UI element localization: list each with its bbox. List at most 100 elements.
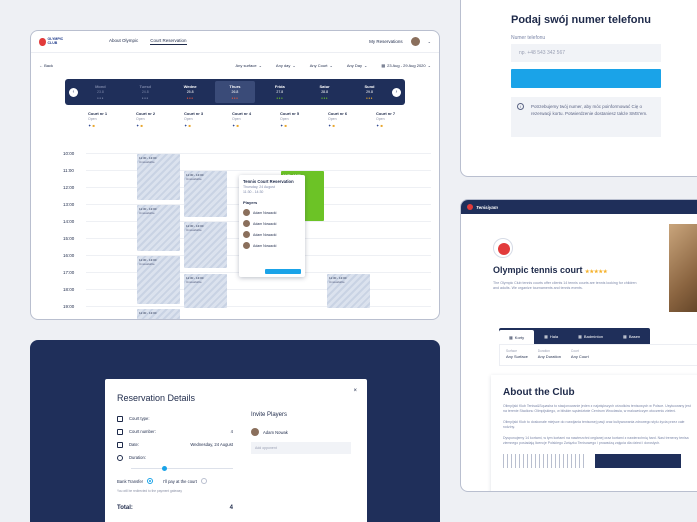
day-friday[interactable]: Frida 27.8 ●●● xyxy=(260,81,300,103)
bank-transfer-radio[interactable] xyxy=(147,478,154,484)
phone-submit-button[interactable] xyxy=(511,69,661,88)
tab-korty[interactable]: ▦ Korty xyxy=(499,330,535,344)
day-filter-label: Any day xyxy=(275,62,291,68)
row-label: Court number: xyxy=(129,429,156,434)
unavailable-slot[interactable]: 11:30 - 13:00 Unavailable xyxy=(184,171,227,217)
day-date: 27.8 xyxy=(276,90,284,94)
row-label: Court type: xyxy=(129,416,150,421)
info-icon: i xyxy=(517,103,524,110)
date-row[interactable]: Date: Wednesday, 24 August xyxy=(117,438,233,451)
nav-court-reservation[interactable]: Court Reservation xyxy=(150,38,187,45)
day-wednesday[interactable]: Wedne 25.8 ●●● xyxy=(170,81,210,103)
court-select[interactable]: Court Any Court xyxy=(571,349,589,361)
unavailable-slot[interactable]: 11:30 - 13:00 Unavailable xyxy=(184,274,227,308)
chevron-down-icon[interactable]: ⌄ xyxy=(427,39,431,44)
slider-handle[interactable] xyxy=(162,466,167,471)
court-status: Open xyxy=(232,117,241,121)
phone-input[interactable]: np. +48 543 342 567 xyxy=(511,44,661,62)
back-link[interactable]: ← Back xyxy=(39,62,54,68)
reservation-screen: ‹ › Reservation Details × Court type: Co… xyxy=(30,340,440,522)
rating-stars: ★★★★★ xyxy=(585,269,608,275)
calendar-screen: OLYMPIC CLUB About Olympic Court Reserva… xyxy=(30,30,440,320)
close-icon[interactable]: × xyxy=(353,388,357,394)
day-date: 28.8 xyxy=(321,90,329,94)
court-filter[interactable]: Any Court ⌄ xyxy=(310,63,333,68)
filter-label: Duration xyxy=(537,349,550,353)
court-name: Court nr 4 xyxy=(232,111,252,116)
brand-logo[interactable]: Tenisiyam xyxy=(476,204,498,210)
payment-note: You will be redirected to the payment ga… xyxy=(117,489,182,493)
day2-filter-label: Any Day xyxy=(346,62,363,68)
unavailable-slot[interactable]: 11:30 - 13:00 Unavailable xyxy=(137,205,180,251)
day-monday[interactable]: Mond 23.8 ●●● xyxy=(80,81,120,103)
top-nav: OLYMPIC CLUB About Olympic Court Reserva… xyxy=(31,31,439,53)
calendar-icon: ▦ xyxy=(381,62,386,68)
day-date: 24.8 xyxy=(141,90,149,94)
court-feature-icons: ✦ ■ xyxy=(136,123,143,128)
tab-hala[interactable]: ▦ Hala xyxy=(534,328,568,344)
gallery-image[interactable] xyxy=(503,454,587,468)
day-tuesday[interactable]: Tuesd 24.8 ●●● xyxy=(125,81,165,103)
nav-about[interactable]: About Olympic xyxy=(109,38,139,43)
filter-bar: ← Back Any surface ⌄ Any day ⌄ Any Court ⌄ … xyxy=(31,53,439,77)
invitee-name: Adam Nowak xyxy=(263,429,288,435)
unavailable-slot[interactable]: 11:30 - 13:00 Unavailable xyxy=(137,256,180,304)
club-logo[interactable]: OLYMPIC CLUB xyxy=(39,36,69,48)
unavailable-slot[interactable]: 11:30 - 13:00 Unavailable xyxy=(184,222,227,268)
duration-slider[interactable] xyxy=(117,464,233,472)
court-type-row[interactable]: Court type: xyxy=(117,412,233,425)
chevron-down-icon: ⌄ xyxy=(427,62,431,68)
filter-value: Any Court xyxy=(570,354,589,359)
court-column-1: Court nr 1 Open ✦ ■ xyxy=(86,111,134,135)
day-filter[interactable]: Any day ⌄ xyxy=(276,63,296,68)
avatar[interactable] xyxy=(410,37,420,46)
tab-label: Badminton xyxy=(583,333,604,339)
chevron-right-icon[interactable]: › xyxy=(392,87,401,97)
club-title: Olympic tennis court ★★★★★ xyxy=(493,265,607,275)
tab-basen[interactable]: ▦ Basen xyxy=(613,328,650,344)
chevron-left-icon[interactable]: ‹ xyxy=(69,87,78,97)
reservation-popup: Tennis Court Reservation Thursday, 24 Au… xyxy=(239,175,305,277)
day-sunday[interactable]: Sund 29.8 ●●● xyxy=(349,81,389,103)
slot-time: 11:30 - 13:00 xyxy=(139,311,157,315)
surface-filter[interactable]: Any surface ⌄ xyxy=(235,63,261,68)
court-icon: ▦ xyxy=(509,334,513,340)
logo-text: OLYMPIC CLUB xyxy=(47,37,64,45)
pay-at-court-radio[interactable] xyxy=(200,478,207,484)
hour-label: 14:00 xyxy=(63,219,75,224)
gallery-image[interactable] xyxy=(595,454,681,468)
day-name: Tuesd xyxy=(139,84,151,89)
chevron-down-icon: ⌄ xyxy=(292,62,296,68)
unavailable-slot[interactable]: 11:30 - 13:00 xyxy=(137,309,180,319)
hour-label: 15:00 xyxy=(63,236,75,241)
chevron-down-icon: ⌄ xyxy=(258,62,262,68)
day-thursday[interactable]: Thurs 26.8 ●●● xyxy=(214,81,255,103)
duration-select[interactable]: Duration Any Duration xyxy=(538,349,561,361)
day-date: 23.8 xyxy=(97,90,104,94)
unavailable-slot[interactable]: 11:30 - 13:00 Unavailable xyxy=(327,274,370,308)
filter-value: Any Surface xyxy=(506,354,528,359)
players-label: Players xyxy=(243,200,258,205)
surface-select[interactable]: Surface Any Surface xyxy=(506,349,528,361)
day2-filter[interactable]: Any Day ⌄ xyxy=(347,63,367,68)
date-range-picker[interactable]: ▦ 23 Aug - 29 Aug 2020 ⌄ xyxy=(381,63,431,68)
phone-info-box: i Potrzebujemy twój numer, aby móc poinf… xyxy=(511,97,661,137)
add-opponent-input[interactable]: Add opponent xyxy=(251,442,351,454)
court-name: Court nr 7 xyxy=(376,111,396,116)
club-nav: Tenisiyam xyxy=(461,200,697,214)
avatar xyxy=(251,428,259,436)
popup-action-button[interactable] xyxy=(265,269,301,274)
unavailable-slot[interactable]: 11:30 - 13:00 Unavailable xyxy=(137,154,180,200)
court-feature-icons: ✦ ■ xyxy=(184,123,191,128)
avatar xyxy=(243,209,250,216)
duration-row[interactable]: Duration: xyxy=(117,451,233,464)
my-reservations-link[interactable]: My Reservations xyxy=(369,39,403,44)
availability-dots: ●●● xyxy=(141,96,149,100)
court-number-row[interactable]: Court number: 4 xyxy=(117,425,233,438)
total-value: 4 xyxy=(229,505,233,511)
availability-dots: ●●● xyxy=(96,96,104,100)
day-saturday[interactable]: Satur 28.8 ●●● xyxy=(305,81,345,103)
court-name: Court nr 1 xyxy=(88,111,108,116)
player-name: Adam Nowacki xyxy=(253,210,277,215)
tab-badminton[interactable]: ▦ Badminton xyxy=(568,328,613,344)
